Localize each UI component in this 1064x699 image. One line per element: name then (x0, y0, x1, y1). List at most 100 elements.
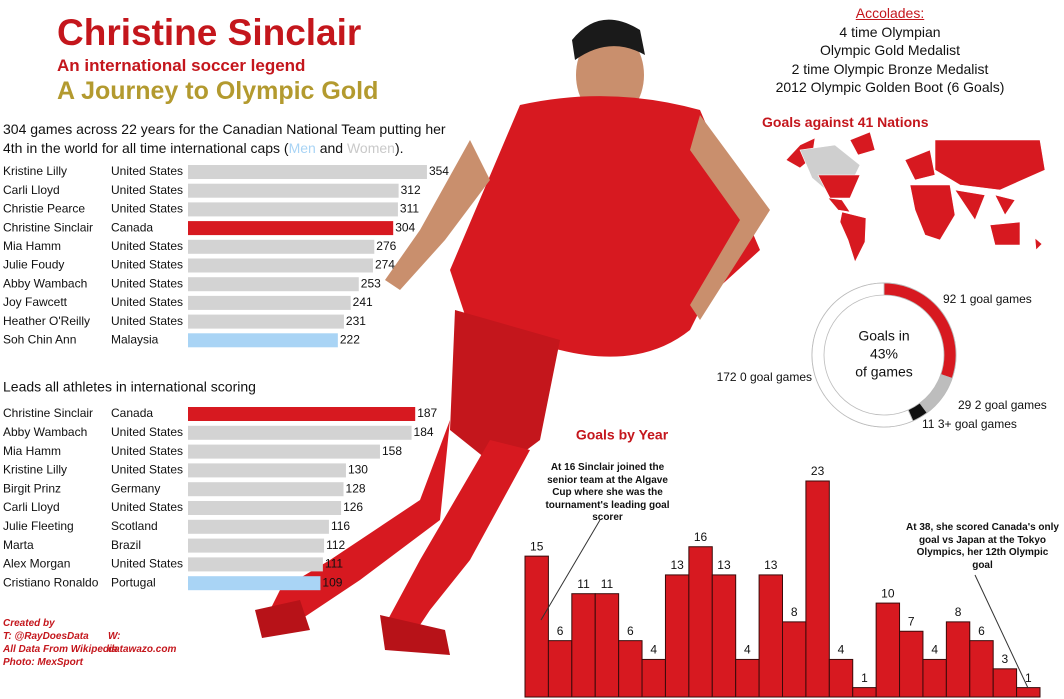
value-label: 276 (376, 239, 396, 253)
tagline: A Journey to Olympic Gold (57, 77, 379, 105)
athlete-name: Kristine Lilly (3, 463, 67, 477)
value-label: 184 (414, 425, 434, 439)
chart-title: Goals by Year (576, 427, 669, 443)
value-label: 222 (340, 332, 360, 346)
intro-text: ). (394, 140, 404, 156)
value-label: 4 (650, 643, 657, 657)
bar (188, 295, 351, 310)
world-map (785, 131, 1046, 263)
country: United States (111, 444, 183, 458)
value-label: 7 (908, 614, 915, 628)
country: United States (111, 557, 183, 571)
athlete-name: Joy Fawcett (3, 295, 68, 309)
country: United States (111, 500, 183, 514)
accolade: Olympic Gold Medalist (819, 42, 961, 58)
value-label: 13 (764, 558, 778, 572)
bar (188, 221, 394, 236)
slice-value: 29 (958, 398, 972, 412)
country: Brazil (111, 538, 141, 552)
slice-label: 29 2 goal games (958, 398, 1047, 412)
bar (688, 546, 713, 698)
country: Portugal (111, 575, 156, 589)
donut-slice (919, 373, 953, 414)
slice-value: 172 (717, 370, 737, 384)
slice-name: 1 goal games (960, 292, 1032, 306)
slice-value: 11 (922, 417, 935, 431)
bar (188, 425, 412, 440)
value-label: 112 (326, 538, 345, 552)
credits: Created by T: @RayDoesData W: datawazo.c… (3, 617, 176, 669)
bar (188, 165, 427, 179)
bar (188, 239, 375, 254)
bar (782, 621, 807, 698)
country: United States (111, 463, 183, 477)
athlete-name: Abby Wambach (3, 425, 87, 439)
value-label: 158 (382, 444, 402, 458)
bar (852, 687, 877, 698)
bar (188, 314, 344, 329)
bar (641, 658, 666, 698)
slice-label: 172 0 goal games (717, 370, 812, 384)
athlete-name: Alex Morgan (3, 557, 70, 571)
bar (922, 658, 947, 698)
value-label: 253 (361, 276, 381, 290)
bar (188, 407, 416, 421)
athlete-name: Julie Fleeting (3, 519, 74, 533)
slice-name: 3+ goal games (938, 417, 1017, 431)
athlete-name: Carli Lloyd (3, 183, 60, 197)
athlete-name: Kristine Lilly (3, 164, 67, 178)
credit: All Data From Wikipedia (3, 644, 118, 655)
bar (945, 621, 971, 698)
value-label: 116 (331, 519, 350, 533)
accolades: Accolades: 4 time Olympian Olympic Gold … (760, 4, 1020, 97)
value-label: 6 (627, 624, 634, 638)
value-label: 111 (325, 557, 344, 571)
athlete-name: Christine Sinclair (3, 220, 93, 234)
value-label: 231 (346, 314, 366, 328)
bar (571, 593, 596, 698)
bar (828, 658, 854, 698)
bar (524, 555, 549, 698)
value-label: 15 (530, 539, 544, 553)
credit: T: @RayDoesData (3, 631, 89, 642)
country: Malaysia (111, 332, 159, 346)
bar (188, 333, 338, 348)
bar (188, 258, 373, 273)
caps-intro: 304 games across 22 years for the Canadi… (3, 120, 458, 158)
bar (618, 640, 643, 698)
value-label: 354 (429, 164, 449, 178)
chart-title: Leads all athletes in international scor… (3, 379, 256, 395)
bar (188, 557, 323, 572)
country: Canada (111, 406, 153, 420)
country: United States (111, 258, 183, 272)
intro-text: 304 games across 22 years for the Canadi… (3, 121, 446, 156)
athlete-name: Mia Hamm (3, 444, 61, 458)
value-label: 13 (717, 558, 731, 572)
bar (188, 202, 398, 217)
athlete-name: Mia Hamm (3, 239, 61, 253)
value-label: 241 (353, 295, 373, 309)
accolades-heading: Accolades: (855, 5, 925, 21)
value-label: 10 (881, 586, 895, 600)
athlete-name: Abby Wambach (3, 276, 87, 290)
bar (594, 593, 620, 698)
credit: Photo: MexSport (3, 657, 83, 668)
country: Scotland (111, 519, 158, 533)
value-label: 16 (694, 530, 708, 544)
donut-center: 43% (870, 346, 898, 362)
athlete-name: Birgit Prinz (3, 481, 61, 495)
value-label: 1 (861, 671, 868, 685)
country: United States (111, 239, 183, 253)
bar (188, 501, 342, 515)
athlete-name: Julie Foudy (3, 258, 64, 272)
accolade: 2 time Olympic Bronze Medalist (791, 60, 989, 77)
intro-text: and (319, 140, 344, 156)
women-key: Women (346, 140, 395, 156)
bar (1016, 687, 1041, 698)
bar (547, 640, 573, 698)
bar (899, 630, 924, 698)
value-label: 312 (401, 183, 421, 197)
country: United States (111, 164, 183, 178)
